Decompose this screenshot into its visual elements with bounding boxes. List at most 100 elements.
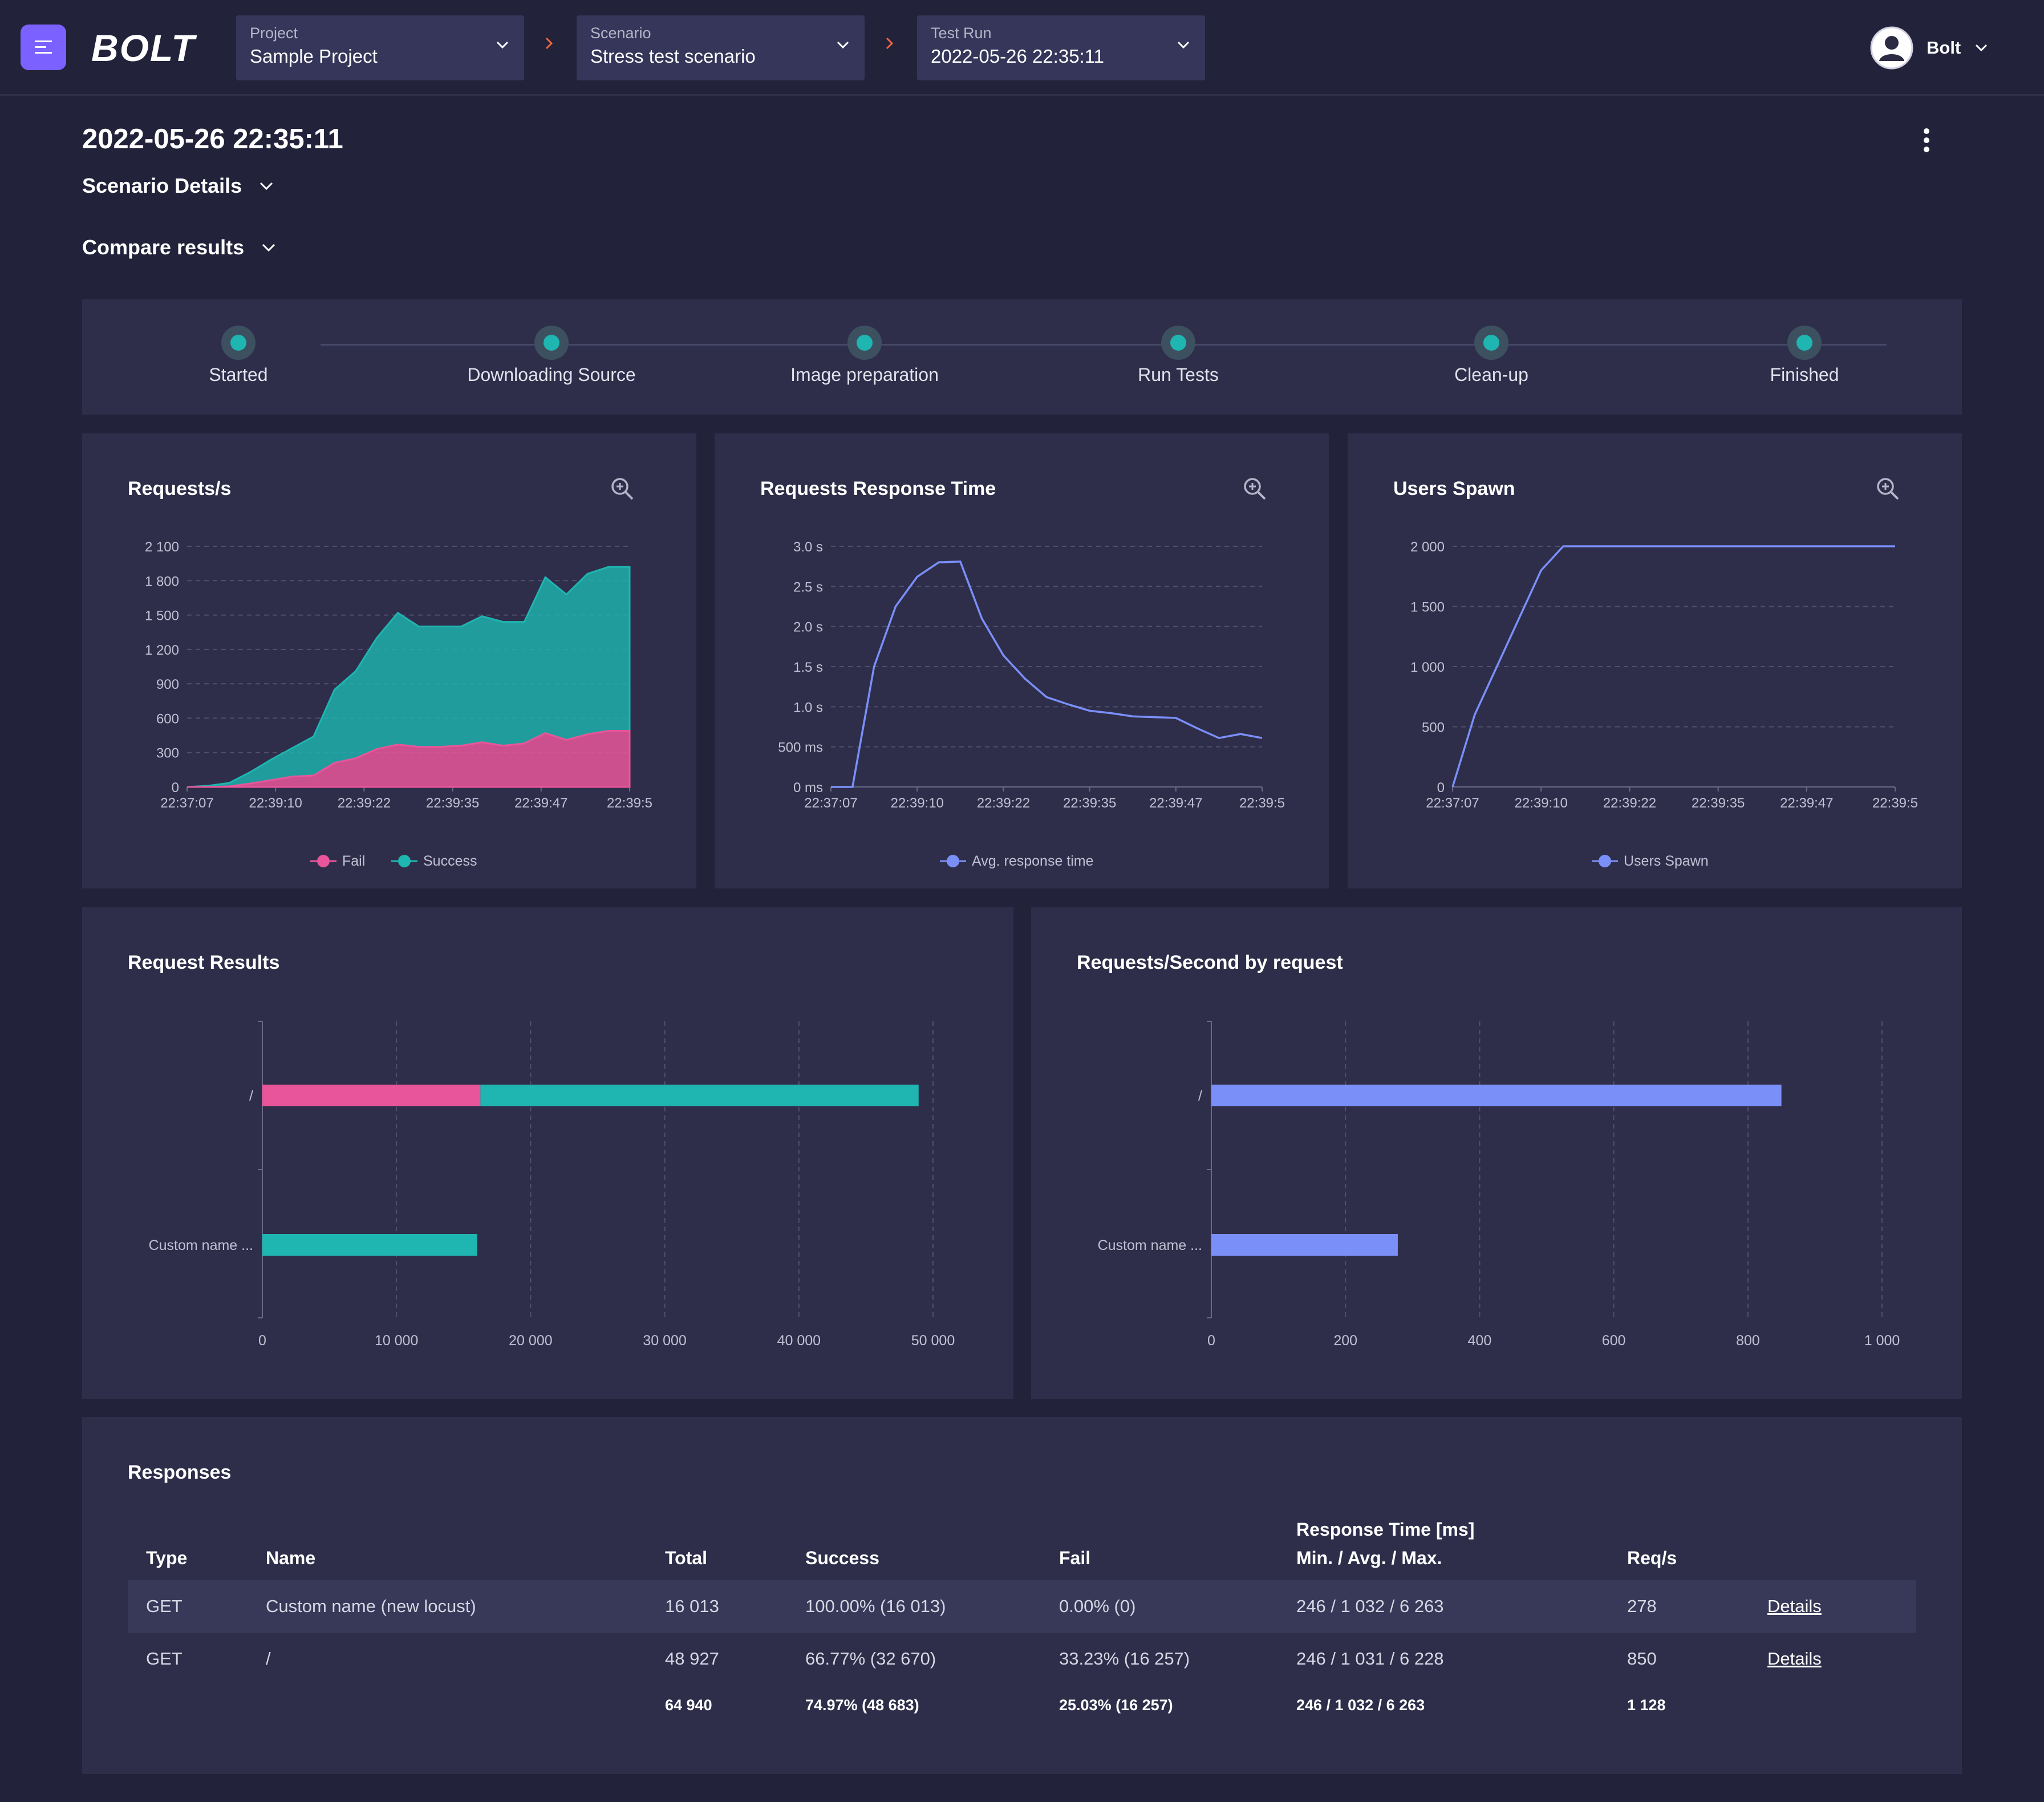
x-tick-label: 0 <box>1207 1333 1215 1349</box>
y-tick-label: 300 <box>156 746 179 761</box>
bar-fail <box>262 1085 481 1106</box>
cell-actions: Details <box>1749 1633 1916 1685</box>
project-select-value: Sample Project <box>250 46 378 67</box>
legend-marker <box>947 855 959 867</box>
x-tick-label: 22:39:22 <box>338 796 391 811</box>
y-tick-label: 900 <box>156 677 179 692</box>
step-finished: Finished <box>1719 326 1890 385</box>
responses-table: Type Name Total Success Fail Response Ti… <box>128 1515 1916 1725</box>
x-tick-label: 40 000 <box>777 1333 821 1349</box>
y-tick-label: 1 800 <box>145 574 179 589</box>
cell-response-time: 246 / 1 032 / 6 263 <box>1278 1580 1609 1633</box>
step-started: Started <box>153 326 324 385</box>
user-name: Bolt <box>1927 38 1961 58</box>
zoom-in-icon[interactable] <box>1876 477 1900 501</box>
x-tick-label: 0 <box>258 1333 266 1349</box>
compare-results-toggle[interactable]: Compare results <box>82 236 276 259</box>
cell-actions: Details <box>1749 1580 1916 1633</box>
test-run-select[interactable]: Test Run 2022-05-26 22:35:11 <box>917 15 1205 80</box>
legend-label: Avg. response time <box>972 853 1094 869</box>
users-spawn-card: Users Spawn 0 500 1 000 1 500 2 000 22:37:07 2… <box>1348 433 1962 888</box>
scenario-select[interactable]: Scenario Stress test scenario <box>577 15 865 80</box>
chevron-down-icon <box>1177 41 1190 49</box>
step-clean-up: Clean-up <box>1406 326 1577 385</box>
y-tick-label: 1 200 <box>145 643 179 658</box>
rps-by-request-card: Requests/Second by request 0 200 400 600 800… <box>1031 907 1962 1399</box>
bolt-logo: BOLT <box>91 27 196 69</box>
requests-per-second-chart: 0 300 600 900 1 200 1 500 1 800 2 100 22:37:07 22… <box>145 539 652 869</box>
card-title: Requests/s <box>128 478 232 500</box>
legend-marker <box>398 855 411 867</box>
response-time-chart: 0 ms 500 ms 1.0 s 1.5 s 2.0 s 2.5 s 3.0 s 22:37… <box>778 539 1285 869</box>
legend-marker <box>317 855 330 867</box>
x-tick-label: 22:39:35 <box>426 796 479 811</box>
zoom-in-icon[interactable] <box>1243 477 1267 501</box>
request-results-card: Request Results 0 10 000 20 000 30 000 40 00… <box>82 907 1013 1399</box>
column-header-response-time-line1: Response Time [ms] <box>1296 1519 1475 1540</box>
x-tick-label: 22:39:5 <box>1239 796 1285 811</box>
step-complete-icon <box>1161 326 1195 360</box>
chevron-down-icon <box>496 41 509 49</box>
scenario-details-label: Scenario Details <box>82 174 242 197</box>
cell-response-time: 246 / 1 031 / 6 228 <box>1296 1649 1444 1669</box>
avatar-icon <box>1870 26 1913 70</box>
category-label: / <box>249 1088 253 1104</box>
total-rps: 1 128 <box>1627 1696 1666 1714</box>
table-row: GET Custom name (new locust) 16 013 100.… <box>128 1580 1916 1633</box>
step-label: Finished <box>1770 364 1839 385</box>
project-select[interactable]: Project Sample Project <box>236 15 524 80</box>
x-tick-label: 22:39:10 <box>890 796 943 811</box>
cell-fail: 0.00% (0) <box>1041 1580 1278 1633</box>
total-total: 64 940 <box>665 1696 712 1714</box>
y-tick-label: 3.0 s <box>793 539 823 555</box>
card-title: Request Results <box>128 952 280 973</box>
scenario-select-value: Stress test scenario <box>590 46 756 67</box>
category-label: Custom name ... <box>1098 1237 1202 1253</box>
cell-type: GET <box>128 1580 248 1633</box>
y-tick-label: 2 100 <box>145 539 179 555</box>
x-tick-label: 22:39:5 <box>1872 796 1918 811</box>
bar <box>1211 1234 1398 1256</box>
legend-marker <box>1599 855 1611 867</box>
y-tick-label: 500 <box>1422 720 1445 736</box>
y-tick-label: 1 500 <box>1410 600 1445 615</box>
x-tick-label: 30 000 <box>643 1333 686 1349</box>
x-tick-label: 22:39:35 <box>1063 796 1116 811</box>
column-header-rps: Req/s <box>1627 1548 1677 1568</box>
column-header-total: Total <box>665 1548 708 1568</box>
cell-success: 100.00% (16 013) <box>787 1580 1041 1633</box>
y-tick-label: 1 000 <box>1410 660 1445 675</box>
card-title: Requests Response Time <box>760 478 996 500</box>
chevron-down-icon <box>1976 44 1988 52</box>
table-row: GET / 48 927 66.77% (32 670) 33.23% (16 … <box>128 1633 1916 1685</box>
details-link[interactable]: Details <box>1767 1596 1822 1616</box>
users-spawn-chart: 0 500 1 000 1 500 2 000 22:37:07 22:39:10 22:39… <box>1410 539 1918 869</box>
column-header-fail: Fail <box>1059 1548 1091 1568</box>
legend-label: Users Spawn <box>1624 853 1709 869</box>
chevron-down-icon <box>837 41 849 49</box>
more-options-icon[interactable] <box>1922 128 1931 153</box>
bar <box>1211 1085 1782 1106</box>
x-tick-label: 200 <box>1333 1333 1357 1349</box>
scenario-details-toggle[interactable]: Scenario Details <box>82 174 274 198</box>
responses-card: Responses Type Name Total Success Fail R… <box>82 1417 1962 1774</box>
user-menu[interactable]: Bolt <box>1869 24 1988 72</box>
cell-rps: 278 <box>1609 1580 1749 1633</box>
step-complete-icon <box>1474 326 1508 360</box>
y-tick-label: 0 <box>1437 780 1445 796</box>
zoom-in-icon[interactable] <box>610 477 634 501</box>
menu-button[interactable] <box>21 25 66 70</box>
details-link[interactable]: Details <box>1767 1649 1822 1669</box>
page-title: 2022-05-26 22:35:11 <box>82 124 343 155</box>
cell-fail: 33.23% (16 257) <box>1059 1649 1190 1669</box>
total-fail: 25.03% (16 257) <box>1059 1696 1173 1714</box>
x-tick-label: 22:39:47 <box>1780 796 1833 811</box>
bar-success <box>262 1234 477 1256</box>
x-tick-label: 50 000 <box>911 1333 955 1349</box>
request-results-chart: 0 10 000 20 000 30 000 40 000 50 000 / Custom n… <box>149 1021 955 1349</box>
y-tick-label: 2 000 <box>1410 539 1445 555</box>
y-tick-label: 0 ms <box>793 780 823 796</box>
y-tick-label: 1.0 s <box>793 700 823 715</box>
card-title: Responses <box>128 1462 232 1483</box>
chevron-down-icon <box>260 182 273 190</box>
